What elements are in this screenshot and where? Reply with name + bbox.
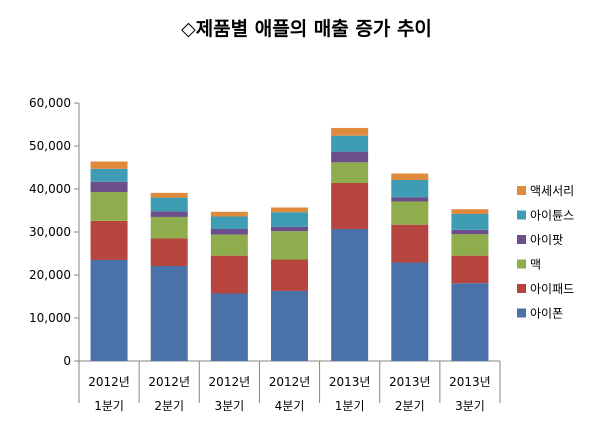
- bar-segment: [271, 207, 308, 213]
- bar-segment: [451, 209, 489, 214]
- bar-segment: [90, 220, 128, 260]
- bar-segment: [271, 212, 308, 227]
- bar-segment: [391, 197, 429, 202]
- x-tick-label-year: 2012년: [88, 375, 130, 389]
- bar-segment: [391, 262, 429, 361]
- bar-segment: [451, 213, 489, 230]
- bar-segment: [90, 259, 128, 361]
- x-tick-label-year: 2013년: [449, 375, 491, 389]
- bar-segment: [90, 161, 128, 169]
- legend-label: 맥: [530, 258, 541, 272]
- bar-segment: [271, 290, 308, 361]
- bar-segment: [210, 228, 248, 235]
- bar-segment: [150, 238, 188, 266]
- bar-segment: [391, 201, 429, 225]
- legend-label: 액세서리: [530, 184, 574, 198]
- bar-segment: [391, 224, 429, 263]
- bar-segment: [90, 192, 128, 221]
- y-tick-label: 30,000: [29, 225, 71, 239]
- bar-segment: [150, 216, 188, 239]
- x-tick-label-year: 2013년: [329, 375, 371, 389]
- legend-swatch: [517, 308, 526, 318]
- y-tick-label: 40,000: [29, 182, 71, 196]
- bar-segment: [271, 259, 308, 291]
- x-tick-label-quarter: 2분기: [154, 399, 184, 413]
- bar-segment: [150, 192, 188, 198]
- x-tick-label-quarter: 4분기: [275, 399, 305, 413]
- bar-segment: [331, 162, 369, 183]
- y-tick-label: 50,000: [29, 139, 71, 153]
- bar-segment: [90, 168, 128, 182]
- bar-segment: [451, 229, 489, 235]
- bar-segment: [210, 211, 248, 217]
- y-tick-label: 0: [63, 354, 71, 368]
- legend-label: 아이폰: [530, 307, 563, 321]
- bar-segment: [391, 179, 429, 198]
- legend-label: 아이패드: [530, 282, 574, 296]
- bar-segment: [271, 231, 308, 260]
- bar-segment: [451, 283, 489, 361]
- x-tick-label-quarter: 3분기: [214, 399, 244, 413]
- x-tick-label-year: 2012년: [269, 375, 311, 389]
- legend-swatch: [517, 186, 526, 195]
- legend-label: 아이팟: [530, 233, 563, 247]
- x-tick-label-year: 2012년: [148, 375, 190, 389]
- legend-swatch: [517, 259, 526, 269]
- bar-segment: [451, 234, 489, 256]
- bar-segment: [271, 226, 308, 232]
- bar-segment: [331, 182, 369, 229]
- legend-swatch: [517, 235, 526, 244]
- bar-segment: [150, 197, 188, 212]
- bar-segment: [391, 173, 429, 180]
- legend-swatch: [517, 210, 526, 220]
- y-tick-label: 60,000: [29, 96, 71, 110]
- legend-swatch: [517, 284, 526, 293]
- bar-segment: [331, 127, 369, 136]
- bar-segment: [150, 265, 188, 361]
- bar-segment: [210, 234, 248, 256]
- legend-label: 아이튠스: [530, 209, 574, 223]
- bar-segment: [331, 135, 369, 152]
- bar-segment: [210, 255, 248, 294]
- bar-segment: [331, 151, 369, 163]
- bar-segment: [90, 181, 128, 193]
- x-tick-label-quarter: 1분기: [94, 399, 124, 413]
- chart-title: ◇제품별 애플의 매출 증가 추이: [181, 18, 432, 40]
- x-tick-label-quarter: 1분기: [335, 399, 365, 413]
- y-tick-label: 20,000: [29, 268, 71, 282]
- x-tick-label-quarter: 2분기: [395, 399, 425, 413]
- y-tick-label: 10,000: [29, 311, 71, 325]
- x-tick-label-year: 2013년: [389, 375, 431, 389]
- bar-segment: [210, 293, 248, 361]
- x-tick-label-quarter: 3분기: [455, 399, 485, 413]
- bar-segment: [451, 255, 489, 284]
- bar-segment: [210, 216, 248, 229]
- x-tick-label-year: 2012년: [209, 375, 251, 389]
- bar-segment: [150, 211, 188, 217]
- bar-segment: [331, 228, 369, 361]
